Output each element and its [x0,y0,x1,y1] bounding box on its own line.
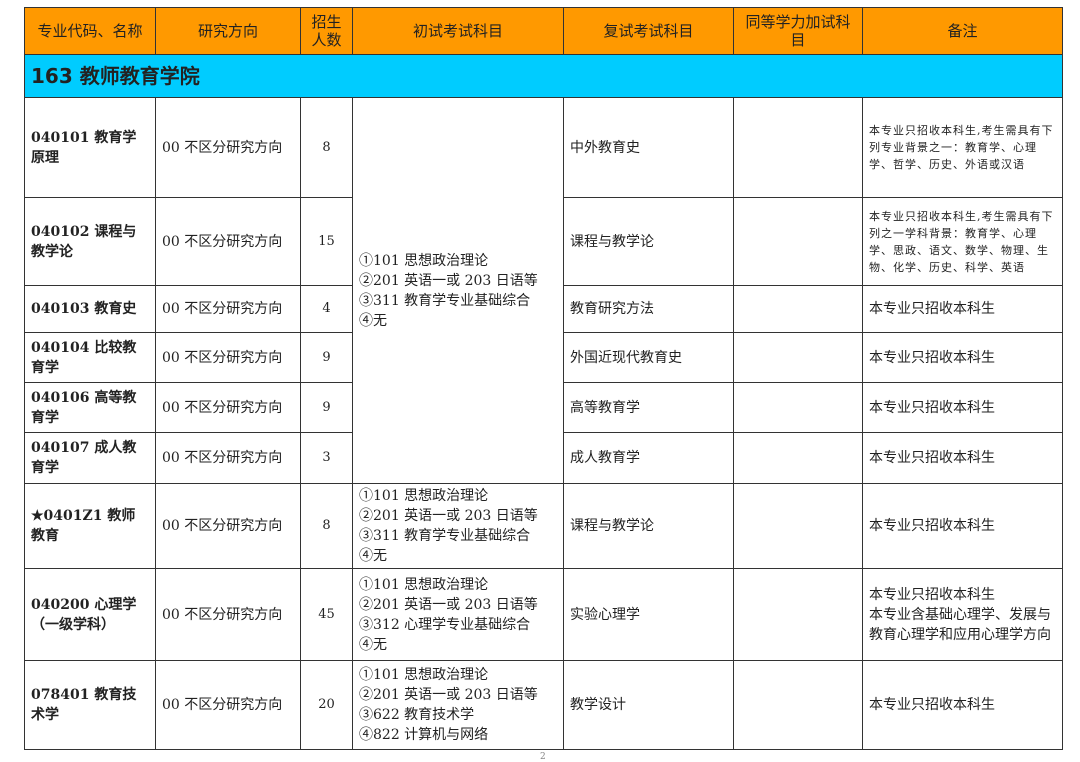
exam-subject: ④822 计算机与网络 [359,727,489,743]
table-row: ★0401Z1 教师教育 00 不区分研究方向 8 ①101 思想政治理论 ②201… [24,483,1063,569]
note-line: 本专业只招收本科生 [869,586,995,603]
research-direction: 00 不区分研究方向 [155,660,301,750]
retest-subject: 教育研究方法 [563,285,734,333]
research-direction: 00 不区分研究方向 [155,382,301,433]
enrollment-count: 3 [300,432,353,484]
note: 本专业只招收本科生 [862,382,1063,433]
enrollment-count: 8 [300,483,353,569]
major-code-name: 040200 心理学（一级学科） [24,568,156,661]
note: 本专业只招收本科生 [862,483,1063,569]
research-direction: 00 不区分研究方向 [155,568,301,661]
exam-subjects: ①101 思想政治理论 ②201 英语一或 203 日语等 ③312 心理学专业基础… [352,568,564,661]
extra-subject [733,332,863,383]
research-direction: 00 不区分研究方向 [155,197,301,286]
note: 本专业只招收本科生 [862,660,1063,750]
header-extra: 同等学力加试科目 [733,7,863,55]
extra-subject [733,483,863,569]
enrollment-count: 20 [300,660,353,750]
major-code-name: 078401 教育技术学 [24,660,156,750]
exam-subject: ③311 教育学专业基础综合 [359,528,531,544]
extra-subject [733,660,863,750]
extra-subject [733,197,863,286]
enrollment-count: 4 [300,285,353,333]
enrollment-count: 9 [300,332,353,383]
exam-subject: ③312 心理学专业基础综合 [359,616,531,633]
header-direction: 研究方向 [155,7,301,55]
exam-subjects: ①101 思想政治理论 ②201 英语一或 203 日语等 ③311 教育学专业基础… [352,483,564,569]
exam-subject: ③622 教育技术学 [359,707,475,723]
research-direction: 00 不区分研究方向 [155,483,301,569]
note: 本专业只招收本科生本专业含基础心理学、发展与教育心理学和应用心理学方向 [862,568,1063,661]
exam-subject: ①101 思想政治理论 [359,667,489,683]
exam-subject: ②201 英语一或 203 日语等 [359,508,538,524]
table-row: 040101 教育学原理 00 不区分研究方向 8 ①101 思想政治理论 ②201… [24,97,1063,484]
major-code-name: 040107 成人教育学 [24,432,156,484]
exam-subject: ③311 教育学专业基础综合 [359,292,531,309]
table-row: 078401 教育技术学 00 不区分研究方向 20 ①101 思想政治理论 ②20… [24,660,1063,750]
retest-subject: 成人教育学 [563,432,734,484]
retest-subject: 课程与教学论 [563,483,734,569]
enrollment-count: 8 [300,97,353,198]
exam-subject: ②201 英语一或 203 日语等 [359,596,538,613]
header-note: 备注 [862,7,1063,55]
header-code: 专业代码、名称 [24,7,156,55]
major-code-name: 040104 比较教育学 [24,332,156,383]
note: 本专业只招收本科生,考生需具有下列之一学科背景：教育学、心理学、思政、语文、数学… [862,197,1063,286]
header-count: 招生人数 [300,7,353,55]
extra-subject [733,382,863,433]
major-code-name: 040101 教育学原理 [24,97,156,198]
table-row: 040107 成人教育学 00 不区分研究方向 3 成人教育学 本专业只招收本科生 [24,432,1063,484]
note-line: 本专业含基础心理学、发展与教育心理学和应用心理学方向 [869,606,1051,643]
exam-subjects: ①101 思想政治理论 ②201 英语一或 203 日语等 ③311 教育学专业基础… [352,97,564,484]
enrollment-count: 9 [300,382,353,433]
extra-subject [733,285,863,333]
header-exam: 初试考试科目 [352,7,564,55]
exam-subject: ①101 思想政治理论 [359,576,489,593]
exam-subject: ④无 [359,312,387,329]
extra-subject [733,97,863,198]
major-code-name: 040102 课程与教学论 [24,197,156,286]
table-row: 040103 教育史 00 不区分研究方向 4 教育研究方法 本专业只招收本科生 [24,285,1063,333]
table-row: 040102 课程与教学论 00 不区分研究方向 15 课程与教学论 本专业只招收… [24,197,1063,286]
exam-subjects: ①101 思想政治理论 ②201 英语一或 203 日语等 ③622 教育技术学 ④8… [352,660,564,750]
exam-subject: ①101 思想政治理论 [359,488,489,504]
section-title: 163 教师教育学院 [24,54,1063,98]
retest-subject: 高等教育学 [563,382,734,433]
admissions-table: 专业代码、名称 研究方向 招生人数 初试考试科目 复试考试科目 同等学力加试科目… [24,7,1063,750]
research-direction: 00 不区分研究方向 [155,285,301,333]
note: 本专业只招收本科生 [862,285,1063,333]
major-code-name: 040106 高等教育学 [24,382,156,433]
extra-subject [733,568,863,661]
retest-subject: 外国近现代教育史 [563,332,734,383]
exam-subject: ②201 英语一或 203 日语等 [359,272,538,289]
note: 本专业只招收本科生 [862,332,1063,383]
exam-subject: ①101 思想政治理论 [359,252,489,269]
table-row: 040200 心理学（一级学科） 00 不区分研究方向 45 ①101 思想政治理… [24,568,1063,661]
note: 本专业只招收本科生,考生需具有下列专业背景之一：教育学、心理学、哲学、历史、外语… [862,97,1063,198]
page-number: 2 [540,752,546,762]
enrollment-count: 15 [300,197,353,286]
table-row: 040104 比较教育学 00 不区分研究方向 9 外国近现代教育史 本专业只招收… [24,332,1063,383]
retest-subject: 课程与教学论 [563,197,734,286]
retest-subject: 教学设计 [563,660,734,750]
retest-subject: 中外教育史 [563,97,734,198]
major-code-name: ★0401Z1 教师教育 [24,483,156,569]
header-retest: 复试考试科目 [563,7,734,55]
exam-subject: ④无 [359,636,387,653]
major-code-name: 040103 教育史 [24,285,156,333]
exam-subject: ②201 英语一或 203 日语等 [359,687,538,703]
extra-subject [733,432,863,484]
header-row: 专业代码、名称 研究方向 招生人数 初试考试科目 复试考试科目 同等学力加试科目… [24,7,1063,55]
research-direction: 00 不区分研究方向 [155,97,301,198]
retest-subject: 实验心理学 [563,568,734,661]
exam-subject: ④无 [359,548,387,564]
enrollment-count: 45 [300,568,353,661]
note: 本专业只招收本科生 [862,432,1063,484]
research-direction: 00 不区分研究方向 [155,332,301,383]
research-direction: 00 不区分研究方向 [155,432,301,484]
